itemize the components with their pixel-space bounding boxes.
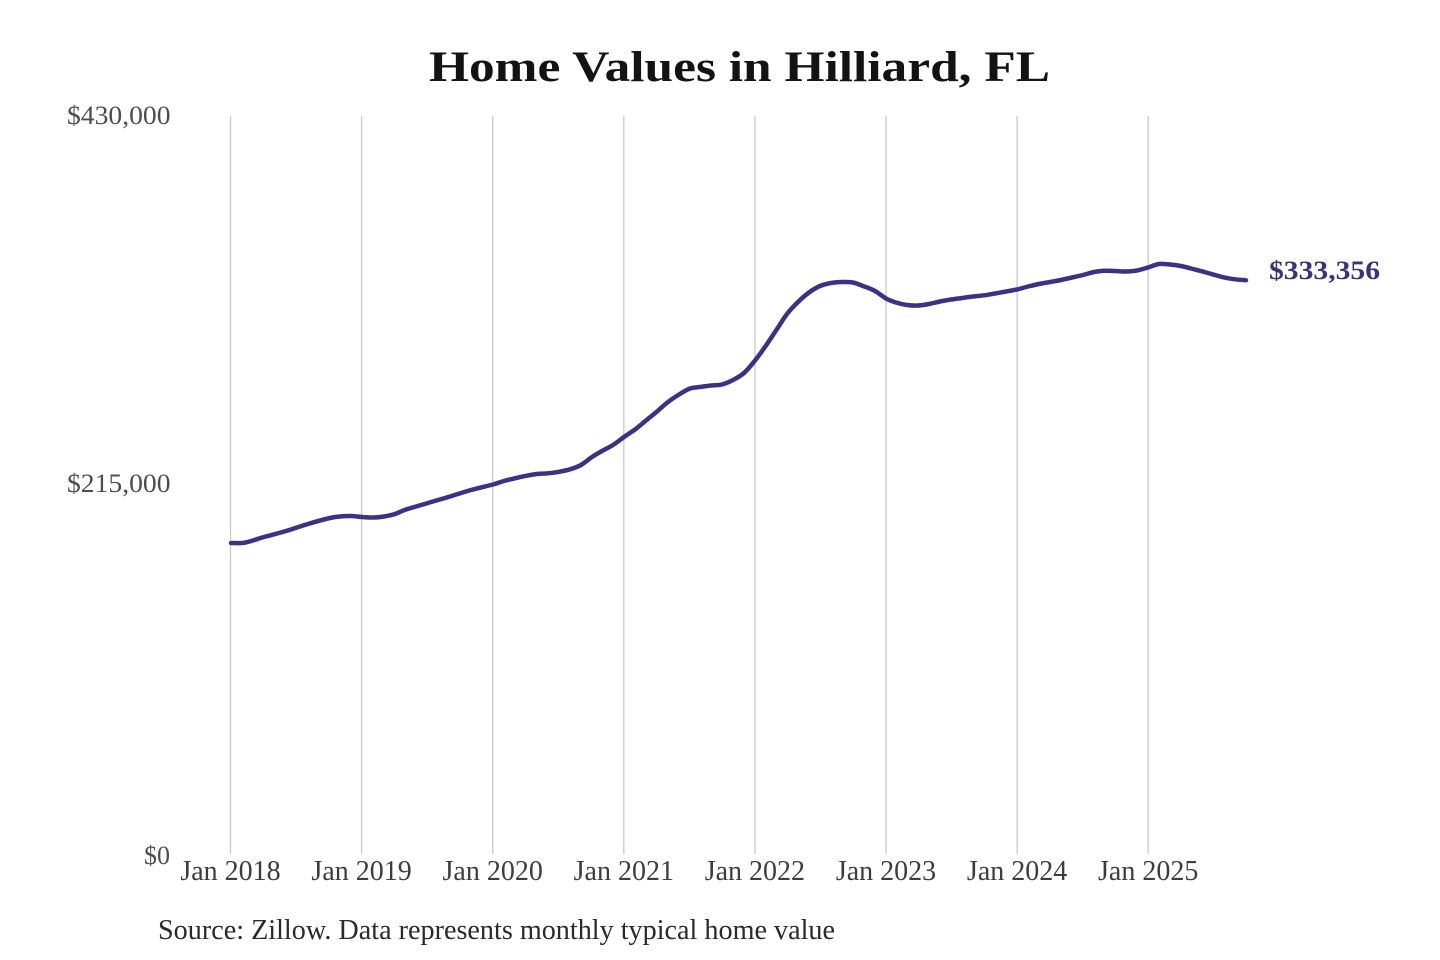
svg-text:Jan 2019: Jan 2019 [311,856,411,887]
svg-text:Jan 2022: Jan 2022 [705,856,805,887]
svg-text:Jan 2023: Jan 2023 [836,856,936,887]
svg-text:Jan 2025: Jan 2025 [1098,856,1198,887]
svg-text:Jan 2020: Jan 2020 [443,856,543,887]
svg-text:Source: Zillow. Data represent: Source: Zillow. Data represents monthly … [158,915,835,946]
svg-text:Jan 2021: Jan 2021 [574,856,674,887]
svg-text:$333,356: $333,356 [1269,256,1380,285]
svg-text:$0: $0 [144,841,170,870]
svg-text:Jan 2024: Jan 2024 [967,856,1067,887]
svg-text:$215,000: $215,000 [67,469,171,498]
svg-text:Jan 2018: Jan 2018 [180,856,280,887]
svg-text:$430,000: $430,000 [67,101,171,130]
svg-text:Home Values in Hilliard, FL: Home Values in Hilliard, FL [429,44,1050,91]
